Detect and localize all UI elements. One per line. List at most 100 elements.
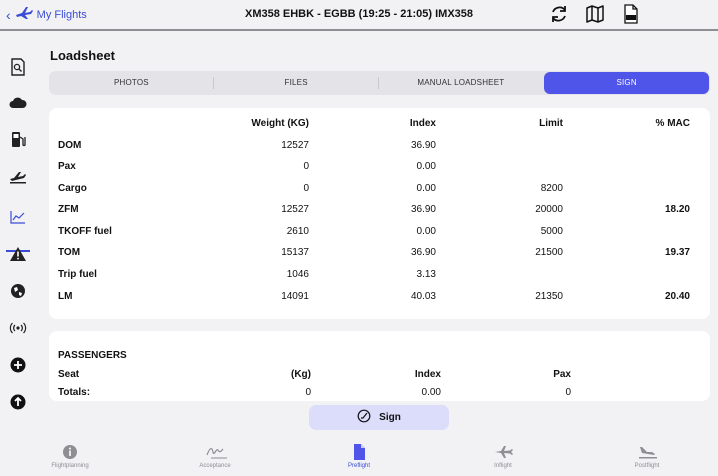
row-weight: 15137: [281, 247, 309, 258]
row-index: 0.00: [416, 161, 436, 172]
loadsheet-segmented-control: PHOTOS FILES MANUAL LOADSHEET SIGN: [49, 71, 710, 95]
row-mac: 18.20: [664, 204, 690, 215]
table-row: DOM 12527 36.90: [49, 140, 710, 156]
table-header-row: Weight (KG) Index Limit % MAC: [49, 118, 710, 134]
radio-icon[interactable]: [7, 317, 29, 339]
row-weight: 12527: [281, 140, 309, 151]
globe-icon[interactable]: [7, 280, 29, 302]
tab-label: Inflight: [494, 463, 512, 469]
row-index: 36.90: [410, 140, 436, 151]
header-seat: Seat: [58, 369, 80, 380]
info-icon: [61, 444, 79, 460]
flight-title: XM358 EHBK - EGBB (19:25 - 21:05) IMX358: [244, 8, 474, 20]
tab-preflight[interactable]: Preflight: [314, 434, 404, 476]
header-kg: (Kg): [291, 369, 311, 380]
row-weight: 1046: [286, 269, 309, 280]
signature-icon: [206, 444, 227, 460]
table-row: Pax 0 0.00: [49, 161, 710, 177]
row-limit: 8200: [540, 183, 563, 194]
signature-circle-icon: [357, 409, 371, 426]
loadsheet-table-card: Weight (KG) Index Limit % MAC DOM 12527 …: [49, 108, 710, 319]
row-limit: 20000: [535, 204, 563, 215]
totals-pax: 0: [565, 387, 571, 398]
row-index: 36.90: [410, 204, 436, 215]
sign-button[interactable]: Sign: [309, 405, 449, 430]
header-index: Index: [414, 369, 441, 380]
header-pax: Pax: [553, 369, 571, 380]
row-label: TKOFF fuel: [58, 226, 112, 237]
table-row: Trip fuel 1046 3.13: [49, 269, 710, 285]
row-index: 0.00: [416, 183, 436, 194]
row-index: 3.13: [416, 269, 436, 280]
table-row: TKOFF fuel 2610 0.00 5000: [49, 226, 710, 242]
tab-label: Acceptance: [199, 463, 231, 469]
row-weight: 14091: [281, 291, 309, 302]
segment-files[interactable]: FILES: [214, 71, 379, 95]
totals-index: 0.00: [421, 387, 441, 398]
tab-label: Postflight: [634, 463, 660, 469]
table-row: Cargo 0 0.00 8200: [49, 183, 710, 199]
plane-icon: [494, 444, 513, 460]
tab-label: Flightplanning: [51, 463, 89, 469]
row-label: Pax: [58, 161, 76, 172]
row-weight: 0: [303, 161, 309, 172]
row-index: 36.90: [410, 247, 436, 258]
row-label: Trip fuel: [58, 269, 97, 280]
sign-button-label: Sign: [379, 412, 401, 423]
row-limit: 5000: [540, 226, 563, 237]
segment-manual-loadsheet[interactable]: MANUAL LOADSHEET: [417, 78, 505, 87]
airplane-icon: [15, 6, 33, 23]
bottom-tab-bar: Flightplanning Acceptance Preflight Infl…: [0, 434, 718, 476]
page-title: Loadsheet: [50, 48, 116, 63]
row-weight: 0: [303, 183, 309, 194]
cloud-icon[interactable]: [7, 92, 29, 114]
landing-icon: [638, 444, 657, 460]
tab-postflight[interactable]: Postflight: [602, 434, 692, 476]
tab-inflight[interactable]: Inflight: [458, 434, 548, 476]
row-label: Cargo: [58, 183, 87, 194]
chart-icon[interactable]: [7, 206, 29, 228]
header-limit: Limit: [539, 118, 563, 129]
document-search-icon[interactable]: [7, 56, 29, 78]
table-row: ZFM 12527 36.90 20000 18.20: [49, 204, 710, 220]
totals-label: Totals:: [58, 387, 91, 398]
passengers-card: PASSENGERS Seat (Kg) Index Pax Totals: 0…: [49, 331, 710, 401]
upload-circle-icon[interactable]: [7, 391, 29, 413]
warning-icon[interactable]: [7, 243, 29, 265]
refresh-icon[interactable]: [548, 3, 570, 25]
row-weight: 2610: [286, 226, 309, 237]
document-icon: [350, 444, 368, 460]
segment-photos[interactable]: PHOTOS: [49, 71, 214, 95]
header-mac: % MAC: [655, 118, 690, 129]
row-limit: 21350: [535, 291, 563, 302]
add-circle-icon[interactable]: [7, 354, 29, 376]
back-button[interactable]: ‹ My Flights: [6, 6, 87, 23]
row-index: 40.03: [410, 291, 436, 302]
row-limit: 21500: [535, 247, 563, 258]
header-weight: Weight (KG): [251, 118, 309, 129]
header-index: Index: [409, 118, 436, 129]
totals-kg: 0: [305, 387, 311, 398]
row-label: ZFM: [58, 204, 79, 215]
tab-label: Preflight: [347, 463, 370, 469]
row-mac: 19.37: [664, 247, 690, 258]
back-label: My Flights: [36, 8, 87, 21]
row-label: TOM: [58, 247, 81, 258]
table-row: TOM 15137 36.90 21500 19.37: [49, 247, 710, 263]
top-bar: ‹ My Flights XM358 EHBK - EGBB (19:25 - …: [0, 0, 718, 31]
row-label: DOM: [58, 140, 82, 151]
row-weight: 12527: [281, 204, 309, 215]
table-row: LM 14091 40.03 21350 20.40: [49, 291, 710, 307]
row-index: 0.00: [416, 226, 436, 237]
tab-acceptance[interactable]: Acceptance: [170, 434, 260, 476]
chevron-left-icon: ‹: [6, 6, 11, 23]
pdf-icon[interactable]: [620, 3, 642, 25]
passengers-title: PASSENGERS: [58, 350, 127, 361]
row-label: LM: [58, 291, 73, 302]
fuel-icon[interactable]: [7, 129, 29, 151]
takeoff-icon[interactable]: [7, 166, 29, 188]
segment-sign[interactable]: SIGN: [544, 72, 709, 94]
tab-flightplanning[interactable]: Flightplanning: [25, 434, 115, 476]
row-mac: 20.40: [664, 291, 690, 302]
map-icon[interactable]: [584, 3, 606, 25]
